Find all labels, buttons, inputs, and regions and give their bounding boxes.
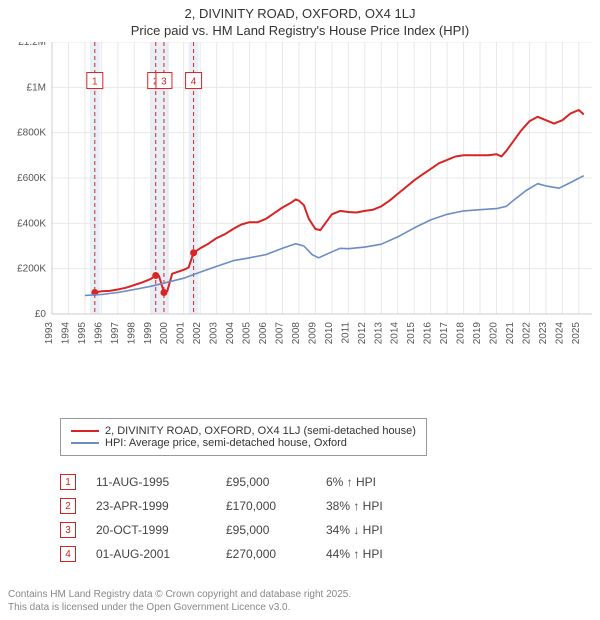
svg-text:2022: 2022 — [521, 322, 532, 345]
svg-text:2000: 2000 — [159, 322, 170, 345]
legend-swatch — [71, 442, 99, 444]
tx-price: £95,000 — [226, 523, 326, 537]
svg-text:2007: 2007 — [274, 322, 285, 345]
svg-text:2010: 2010 — [324, 322, 335, 345]
chart-svg: £0 £200K £400K £600K £800K £1M £1.2M 1993 1994 19… — [8, 42, 592, 372]
chart-title-line1: 2, DIVINITY ROAD, OXFORD, OX4 1LJ — [0, 6, 600, 21]
tx-marker: 3 — [60, 522, 76, 538]
svg-text:1997: 1997 — [110, 322, 121, 345]
footer-line1: Contains HM Land Registry data © Crown c… — [8, 588, 351, 601]
tx-price: £270,000 — [226, 547, 326, 561]
svg-text:2016: 2016 — [423, 322, 434, 345]
svg-text:2005: 2005 — [242, 322, 253, 345]
tx-delta: 38% ↑ HPI — [326, 499, 416, 513]
svg-text:2002: 2002 — [192, 322, 203, 345]
svg-text:2015: 2015 — [406, 322, 417, 345]
svg-text:2025: 2025 — [571, 322, 582, 345]
svg-text:1998: 1998 — [126, 322, 137, 345]
svg-text:£1M: £1M — [27, 82, 46, 93]
tx-date: 11-AUG-1995 — [96, 475, 226, 489]
svg-text:1995: 1995 — [77, 322, 88, 345]
svg-text:2012: 2012 — [357, 322, 368, 345]
tx-date: 23-APR-1999 — [96, 499, 226, 513]
svg-text:3: 3 — [161, 77, 167, 88]
svg-text:£1.2M: £1.2M — [18, 42, 46, 48]
svg-text:2024: 2024 — [554, 322, 565, 345]
svg-text:2011: 2011 — [340, 322, 351, 344]
legend-item: 2, DIVINITY ROAD, OXFORD, OX4 1LJ (semi-… — [71, 425, 416, 437]
svg-text:£800K: £800K — [17, 128, 46, 139]
chart-title-line2: Price paid vs. HM Land Registry's House … — [0, 23, 600, 38]
table-row: 3 20-OCT-1999 £95,000 34% ↓ HPI — [60, 518, 416, 542]
legend-swatch — [71, 430, 99, 432]
footer: Contains HM Land Registry data © Crown c… — [8, 588, 351, 614]
tx-marker: 2 — [60, 498, 76, 514]
tx-date: 01-AUG-2001 — [96, 547, 226, 561]
svg-text:2021: 2021 — [505, 322, 516, 345]
price-chart: £0 £200K £400K £600K £800K £1M £1.2M 1993 1994 19… — [8, 42, 592, 372]
tx-delta: 6% ↑ HPI — [326, 475, 416, 489]
svg-text:2003: 2003 — [209, 322, 220, 345]
svg-text:£600K: £600K — [17, 173, 46, 184]
svg-text:2014: 2014 — [390, 322, 401, 345]
svg-text:1993: 1993 — [44, 322, 55, 345]
svg-text:2009: 2009 — [307, 322, 318, 345]
svg-text:2020: 2020 — [489, 322, 500, 345]
tx-price: £95,000 — [226, 475, 326, 489]
legend: 2, DIVINITY ROAD, OXFORD, OX4 1LJ (semi-… — [60, 418, 427, 456]
svg-text:1994: 1994 — [60, 322, 71, 345]
svg-text:1996: 1996 — [93, 322, 104, 345]
legend-item: HPI: Average price, semi-detached house,… — [71, 437, 416, 449]
svg-text:2018: 2018 — [456, 322, 467, 345]
svg-text:2019: 2019 — [472, 322, 483, 345]
svg-text:£200K: £200K — [17, 264, 46, 275]
svg-text:1999: 1999 — [143, 322, 154, 345]
table-row: 1 11-AUG-1995 £95,000 6% ↑ HPI — [60, 470, 416, 494]
legend-label: 2, DIVINITY ROAD, OXFORD, OX4 1LJ (semi-… — [105, 425, 416, 437]
svg-text:2001: 2001 — [176, 322, 187, 345]
svg-text:£400K: £400K — [17, 218, 46, 229]
svg-text:2023: 2023 — [538, 322, 549, 345]
legend-label: HPI: Average price, semi-detached house,… — [105, 437, 347, 449]
tx-price: £170,000 — [226, 499, 326, 513]
svg-text:2017: 2017 — [439, 322, 450, 345]
svg-text:1: 1 — [92, 77, 98, 88]
svg-text:2006: 2006 — [258, 322, 269, 345]
transaction-table: 1 11-AUG-1995 £95,000 6% ↑ HPI 2 23-APR-… — [60, 470, 416, 566]
table-row: 2 23-APR-1999 £170,000 38% ↑ HPI — [60, 494, 416, 518]
footer-line2: This data is licensed under the Open Gov… — [8, 601, 351, 614]
svg-text:2013: 2013 — [373, 322, 384, 345]
tx-marker: 4 — [60, 546, 76, 562]
svg-text:2004: 2004 — [225, 322, 236, 345]
svg-text:2008: 2008 — [291, 322, 302, 345]
svg-text:£0: £0 — [35, 309, 47, 320]
tx-date: 20-OCT-1999 — [96, 523, 226, 537]
table-row: 4 01-AUG-2001 £270,000 44% ↑ HPI — [60, 542, 416, 566]
tx-delta: 34% ↓ HPI — [326, 523, 416, 537]
tx-marker: 1 — [60, 474, 76, 490]
svg-text:4: 4 — [191, 77, 197, 88]
tx-delta: 44% ↑ HPI — [326, 547, 416, 561]
chart-title-block: 2, DIVINITY ROAD, OXFORD, OX4 1LJ Price … — [0, 0, 600, 38]
